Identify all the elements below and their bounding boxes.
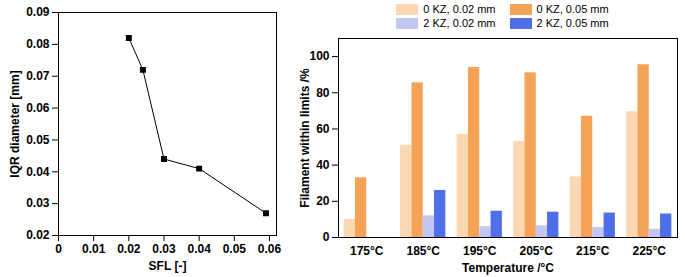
svg-text:Temperature /°C: Temperature /°C (462, 261, 554, 275)
svg-text:60: 60 (316, 122, 330, 136)
svg-text:0.08: 0.08 (26, 37, 50, 51)
svg-text:205°C: 205°C (520, 244, 554, 258)
svg-text:0.04: 0.04 (26, 165, 50, 179)
svg-text:IQR diameter [mm]: IQR diameter [mm] (8, 70, 22, 177)
html-text:0 KZ, 0.05 mm: 0 KZ, 0.05 mm (536, 3, 609, 15)
svg-text:0.01: 0.01 (82, 242, 106, 256)
svg-text:SFL [-]: SFL [-] (149, 259, 187, 273)
svg-text:100: 100 (309, 49, 329, 63)
html-text:2 KZ, 0.05 mm: 2 KZ, 0.05 mm (536, 17, 609, 29)
svg-text:0.03: 0.03 (26, 196, 50, 210)
svg-text:0.03: 0.03 (152, 242, 176, 256)
svg-text:175°C: 175°C (350, 244, 384, 258)
svg-text:0.09: 0.09 (26, 5, 50, 19)
svg-text:80: 80 (316, 86, 330, 100)
svg-text:0.06: 0.06 (258, 242, 282, 256)
svg-text:0.05: 0.05 (223, 242, 247, 256)
svg-text:0.06: 0.06 (26, 101, 50, 115)
svg-text:Filament within limits /%: Filament within limits /% (298, 68, 312, 208)
svg-text:40: 40 (316, 158, 330, 172)
svg-text:20: 20 (316, 194, 330, 208)
svg-text:225°C: 225°C (633, 244, 667, 258)
svg-text:0: 0 (323, 230, 330, 244)
svg-text:0.02: 0.02 (117, 242, 141, 256)
html-text:0 KZ, 0.02 mm: 0 KZ, 0.02 mm (423, 3, 496, 15)
html-text:2 KZ, 0.02 mm: 2 KZ, 0.02 mm (423, 17, 496, 29)
svg-text:185°C: 185°C (407, 244, 441, 258)
svg-text:0.05: 0.05 (26, 133, 50, 147)
svg-text:195°C: 195°C (463, 244, 497, 258)
svg-text:0: 0 (55, 242, 62, 256)
svg-text:0.04: 0.04 (187, 242, 211, 256)
svg-text:0.07: 0.07 (26, 69, 50, 83)
svg-text:215°C: 215°C (576, 244, 610, 258)
svg-text:0.02: 0.02 (26, 228, 50, 242)
